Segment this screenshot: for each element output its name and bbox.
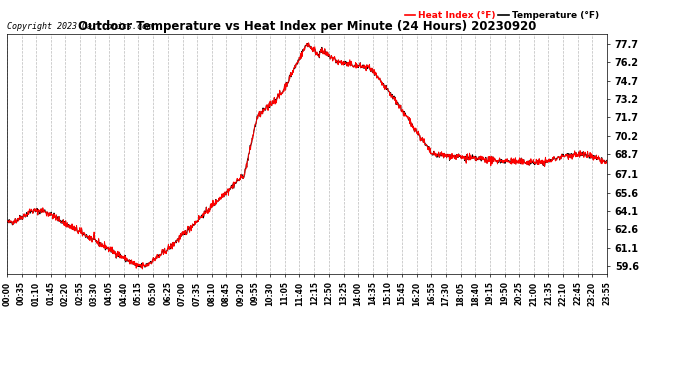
Legend: Heat Index (°F), Temperature (°F): Heat Index (°F), Temperature (°F) xyxy=(401,7,602,23)
Title: Outdoor Temperature vs Heat Index per Minute (24 Hours) 20230920: Outdoor Temperature vs Heat Index per Mi… xyxy=(78,20,536,33)
Text: Copyright 2023 Cartronics.com: Copyright 2023 Cartronics.com xyxy=(7,22,152,32)
